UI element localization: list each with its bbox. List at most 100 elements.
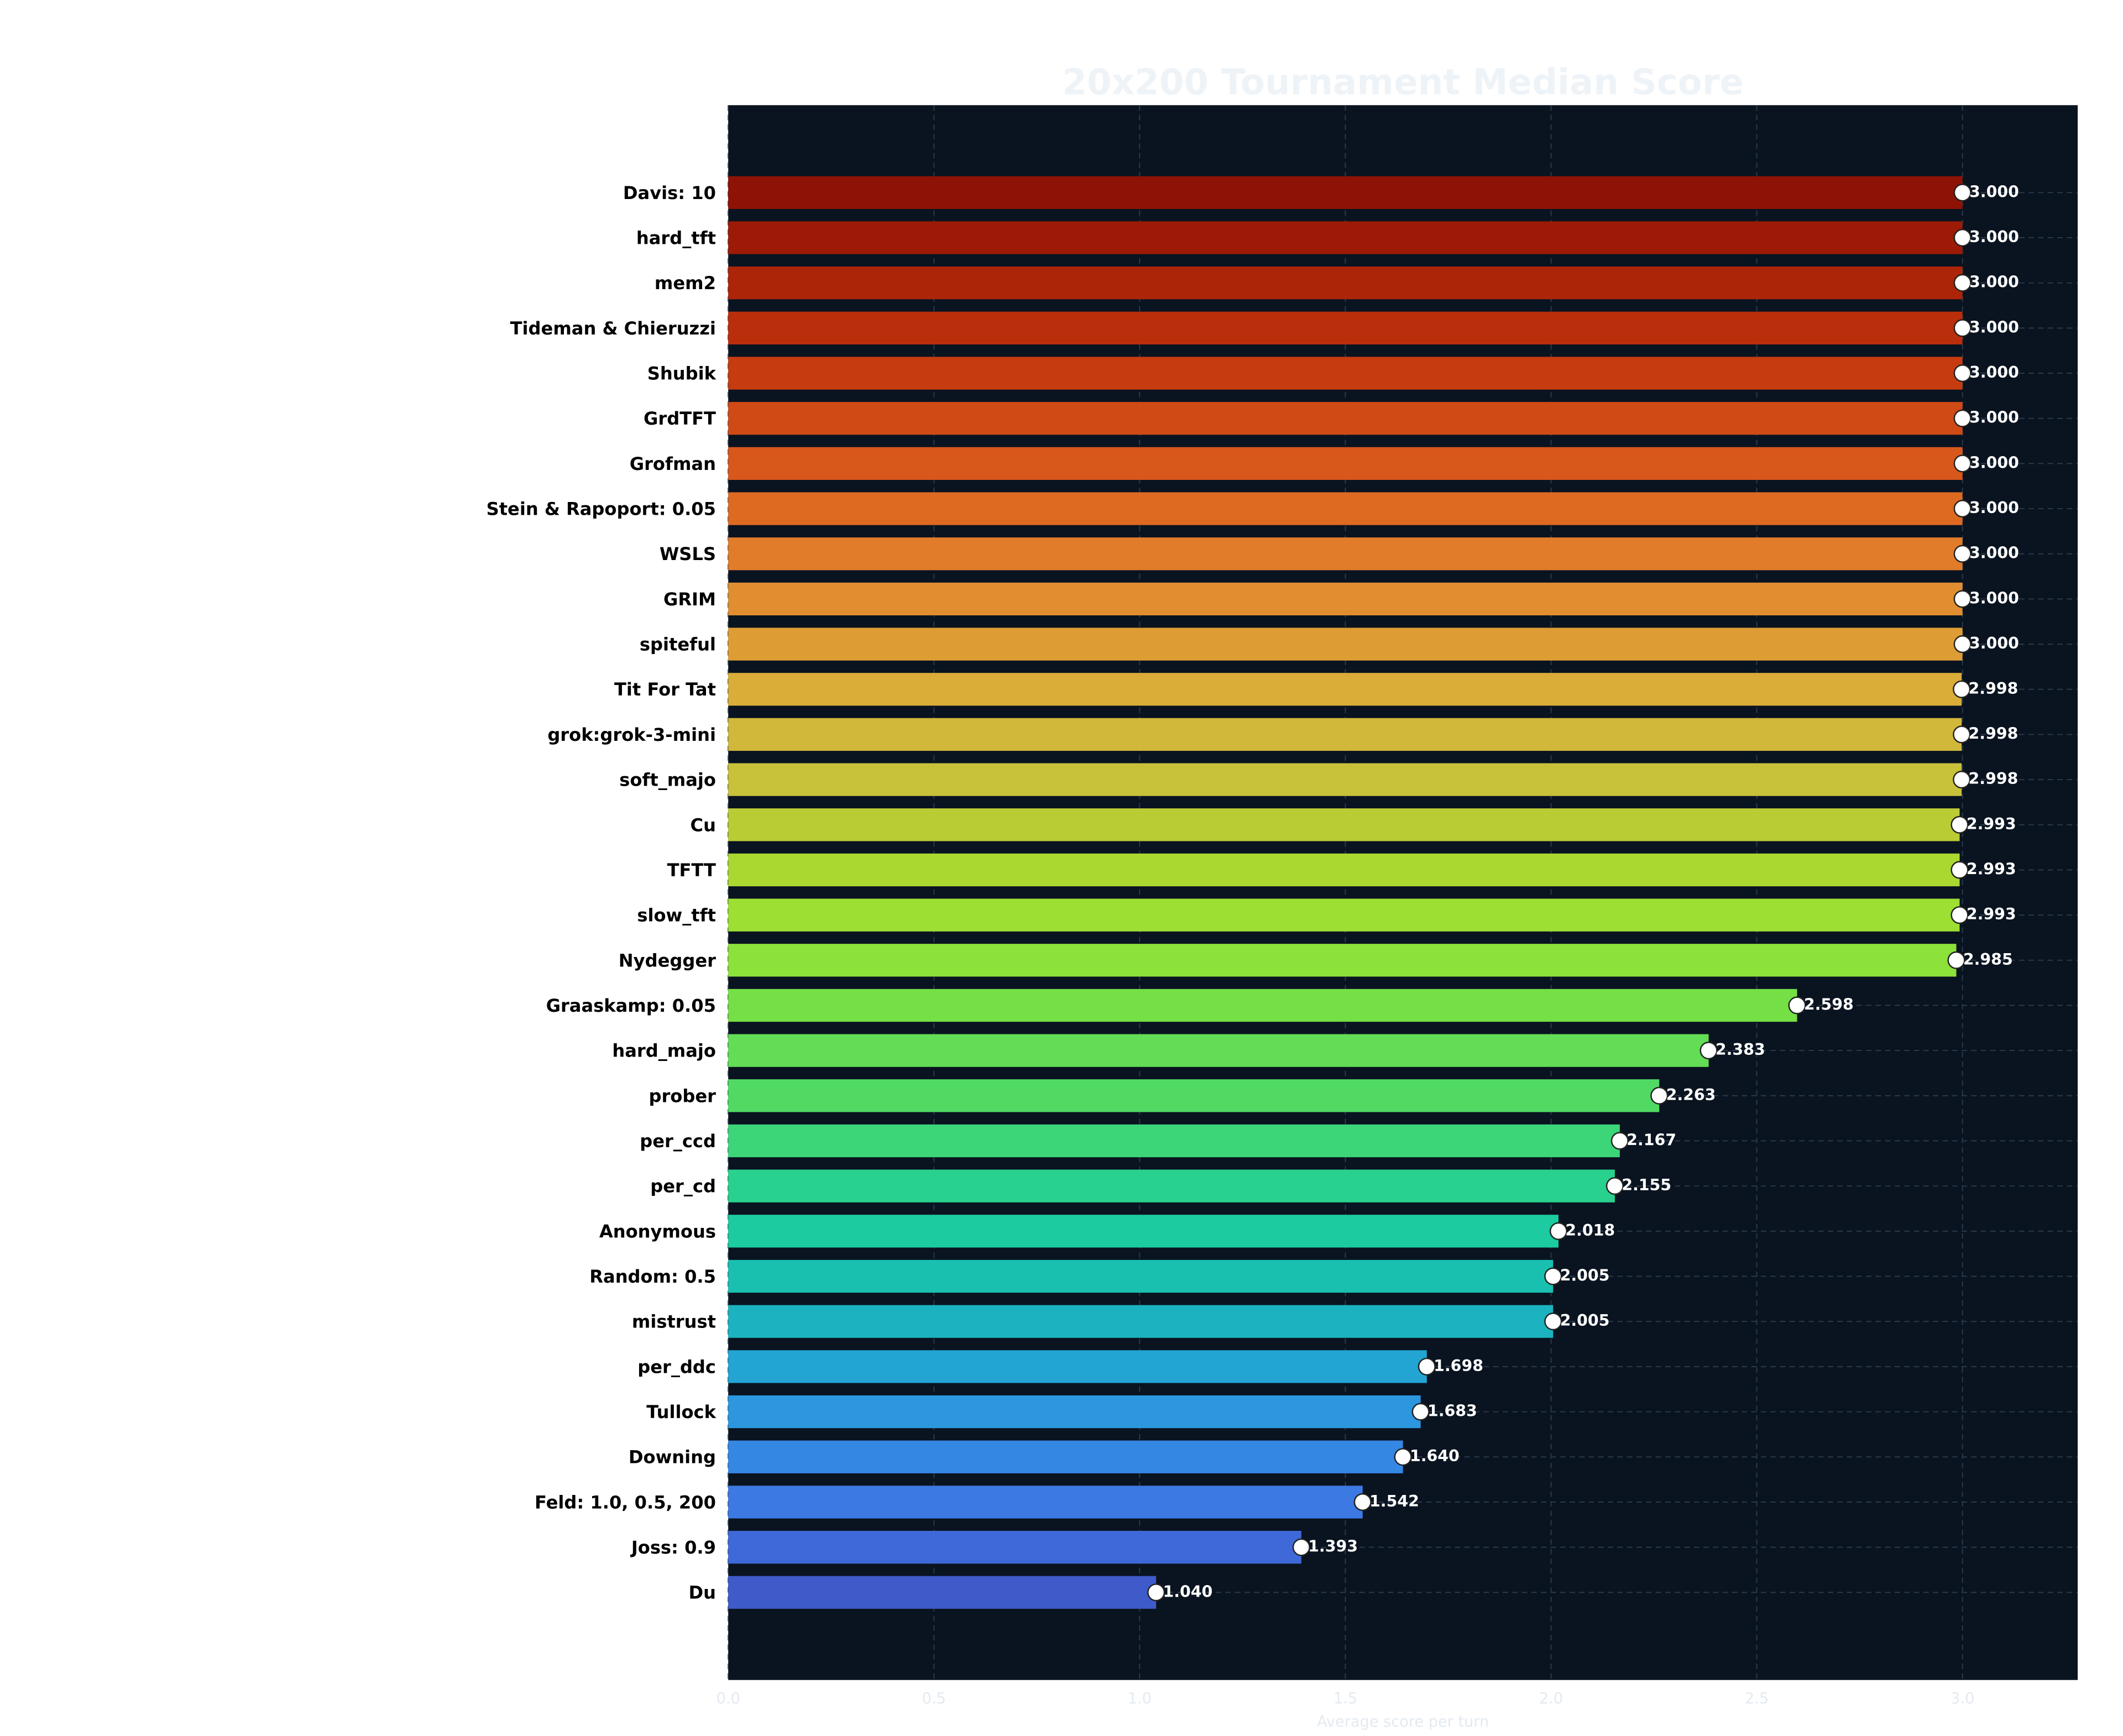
bar-marker: [1953, 364, 1972, 383]
bar-marker: [1353, 1493, 1372, 1511]
bar: [728, 221, 1963, 254]
bar-marker: [1544, 1313, 1562, 1331]
value-label: 3.000: [1969, 273, 2019, 291]
y-tick-label: TFTT: [667, 860, 716, 881]
value-label: 1.040: [1163, 1582, 1212, 1601]
bar-marker: [1544, 1267, 1562, 1285]
bar: [728, 266, 1963, 300]
bar-marker: [1549, 1222, 1567, 1240]
value-label: 2.998: [1969, 679, 2019, 698]
value-label: 2.383: [1716, 1040, 1765, 1059]
y-tick-label: mistrust: [632, 1311, 716, 1332]
value-label: 2.263: [1666, 1086, 1716, 1104]
bar: [728, 1440, 1403, 1473]
x-tick-label: 2.5: [1745, 1690, 1769, 1707]
bar: [728, 492, 1963, 525]
bar: [728, 311, 1963, 345]
bar: [728, 628, 1963, 661]
y-tick-label: Anonymous: [599, 1221, 716, 1242]
value-label: 2.018: [1565, 1221, 1615, 1240]
value-label: 2.993: [1967, 860, 2016, 878]
bar: [728, 1576, 1157, 1609]
y-tick-label: mem2: [655, 273, 716, 294]
value-label: 2.155: [1622, 1176, 1671, 1194]
y-tick-label: Grofman: [630, 453, 716, 474]
value-label: 1.393: [1308, 1538, 1358, 1556]
bar: [728, 1124, 1620, 1158]
bar-marker: [1610, 1132, 1629, 1150]
value-label: 3.000: [1969, 634, 2019, 652]
y-tick-label: Graaskamp: 0.05: [546, 995, 716, 1016]
y-tick-label: hard_tft: [636, 227, 716, 248]
bar-marker: [1650, 1086, 1669, 1105]
y-tick-label: Nydegger: [619, 950, 716, 971]
bar: [728, 898, 1960, 932]
bar-marker: [1953, 545, 1972, 563]
bar: [728, 944, 1957, 977]
bar-marker: [1951, 906, 1969, 924]
y-tick-label: soft_majo: [619, 770, 716, 791]
value-label: 3.000: [1969, 499, 2019, 517]
value-label: 2.998: [1969, 724, 2019, 742]
bar-marker: [1953, 228, 1972, 247]
bar-marker: [1953, 635, 1972, 653]
y-tick-label: Tideman & Chieruzzi: [510, 318, 716, 339]
value-label: 2.005: [1560, 1311, 1610, 1330]
y-tick-label: Stein & Rapoport: 0.05: [487, 499, 716, 520]
bar: [728, 1034, 1709, 1067]
value-label: 2.993: [1967, 815, 2016, 833]
x-tick-label: 0.0: [717, 1690, 740, 1707]
bar: [728, 1215, 1559, 1248]
value-label: 3.000: [1969, 182, 2019, 201]
bar: [728, 1486, 1363, 1519]
bar-marker: [1953, 500, 1972, 518]
bar: [728, 357, 1963, 390]
value-label: 3.000: [1969, 453, 2019, 472]
y-tick-label: Du: [688, 1582, 716, 1603]
bar: [728, 1259, 1554, 1293]
bar-marker: [1700, 1042, 1718, 1060]
value-label: 3.000: [1969, 589, 2019, 607]
bar: [728, 763, 1962, 796]
bar: [728, 176, 1963, 209]
x-tick-label: 1.5: [1334, 1690, 1357, 1707]
y-tick-label: Cu: [691, 814, 716, 835]
y-tick-label: grok:grok-3-mini: [547, 724, 716, 745]
value-label: 2.598: [1804, 995, 1854, 1013]
bar-marker: [1394, 1448, 1412, 1466]
bar: [728, 1169, 1615, 1202]
value-label: 1.640: [1410, 1447, 1460, 1465]
bar-marker: [1947, 951, 1965, 969]
value-label: 2.985: [1963, 950, 2013, 969]
y-tick-label: Shubik: [647, 363, 717, 384]
y-tick-label: slow_tft: [637, 905, 716, 926]
chart-title: 20x200 Tournament Median Score: [1062, 62, 1744, 103]
value-label: 3.000: [1969, 318, 2019, 336]
bar-marker: [1953, 454, 1972, 473]
y-tick-label: Random: 0.5: [589, 1266, 716, 1287]
value-label: 2.167: [1627, 1131, 1676, 1149]
bar-marker: [1953, 409, 1972, 427]
y-tick-label: per_ccd: [640, 1131, 716, 1152]
x-tick-label: 2.0: [1539, 1690, 1563, 1707]
bar: [728, 1350, 1427, 1383]
y-tick-label: GrdTFT: [644, 408, 716, 429]
bar-marker: [1147, 1583, 1165, 1602]
y-tick-label: Tit For Tat: [614, 679, 716, 700]
value-label: 2.998: [1969, 770, 2019, 788]
bar: [728, 582, 1963, 616]
value-label: 3.000: [1969, 409, 2019, 427]
bar: [728, 447, 1963, 480]
y-tick-label: Davis: 10: [623, 182, 716, 203]
bar: [728, 718, 1962, 751]
y-tick-label: per_cd: [650, 1176, 716, 1197]
bar: [728, 853, 1960, 887]
bar-marker: [1953, 319, 1972, 337]
bar-marker: [1953, 184, 1972, 202]
bar: [728, 989, 1797, 1022]
y-tick-label: Tullock: [646, 1402, 716, 1423]
bar-marker: [1411, 1403, 1430, 1421]
bar-marker: [1788, 996, 1806, 1015]
bar-marker: [1292, 1538, 1310, 1556]
